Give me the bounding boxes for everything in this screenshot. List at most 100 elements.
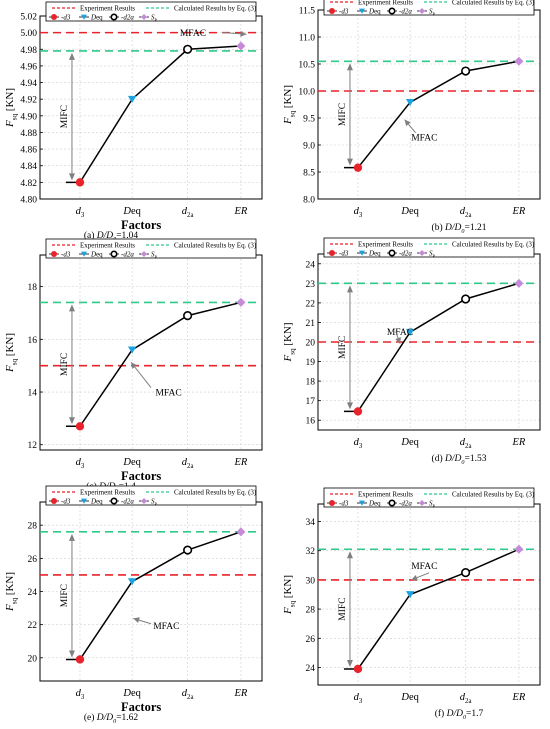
mifc-label: MIFC	[338, 336, 348, 359]
plot-frame	[317, 503, 541, 686]
legend-calculated-label: Calculated Results by Eq. (3)	[174, 242, 257, 250]
legend-experiment-label: Experiment Results	[80, 242, 135, 250]
x-tick-label-d2a: d2a	[460, 692, 472, 705]
legend-box	[323, 487, 535, 508]
chart-panel-5: 20 22 24 26 28 d3 Deq d2a ER Fsq [KN] Factors(e) D…	[4, 485, 263, 725]
y-axis-label: Fsq [KN]	[282, 322, 296, 362]
y-axis-label: Fsq [KN]	[4, 88, 18, 128]
y-tick-label: 4.96	[20, 62, 37, 72]
series-line	[65, 531, 242, 661]
legend-marker-label-Deq: Deq	[90, 251, 103, 259]
mfac-label: MFAC	[387, 328, 413, 338]
legend-marker-label-Deq: Deq	[90, 14, 103, 22]
mfac-label: MFAC	[411, 133, 437, 143]
x-tick-label-d2a: d2a	[460, 206, 472, 219]
x-tick-label-ER: ER	[511, 437, 525, 448]
legend-marker-label-Sp: SP	[151, 498, 158, 507]
legend-experiment-label: Experiment Results	[80, 489, 135, 497]
x-tick-label-d2a: d2a	[182, 206, 194, 219]
x-axis-label: Factors	[121, 218, 161, 232]
y-tick-label: 9.0	[303, 142, 315, 152]
mifc-arrow-head-bottom	[346, 158, 353, 166]
panel-caption: (d) D/D0=1.53	[432, 453, 487, 466]
y-tick-label: 4.80	[20, 196, 37, 206]
x-tick-label-Deq: Deq	[400, 437, 419, 448]
x-axis-label: Factors	[121, 469, 161, 483]
mifc-arrow-head-top	[68, 52, 75, 60]
mfac-arrow-head	[133, 617, 140, 623]
legend-marker-Sp	[419, 250, 425, 256]
legend-calculated-label: Calculated Results by Eq. (3)	[452, 491, 535, 499]
y-tick-label: 5.02	[20, 13, 37, 23]
legend: Experiment Results Calculated Results by …	[323, 237, 535, 259]
legend-marker-d2a	[388, 7, 396, 15]
x-tick-label-Deq: Deq	[122, 206, 141, 217]
y-tick-label: 11.0	[299, 34, 316, 44]
y-tick-label: 5.00	[20, 29, 37, 39]
legend-marker-Sp	[141, 14, 147, 20]
point-ER	[236, 297, 246, 307]
y-tick-label: 24	[306, 260, 316, 270]
x-tick-label-d3: d3	[354, 437, 363, 450]
y-tick-label: 4.98	[20, 46, 37, 56]
mfac-arrow-head	[240, 30, 247, 37]
mifc-arrow-head-bottom	[346, 402, 353, 410]
legend-marker-Sp	[419, 500, 425, 506]
legend-marker-label-d3: -d3	[339, 500, 349, 508]
y-tick-label: 10.0	[298, 88, 315, 98]
legend-box	[323, 237, 535, 258]
mifc-arrow-head-top	[346, 63, 353, 71]
x-tick-label-d3: d3	[354, 206, 363, 219]
point-Deq	[405, 591, 415, 599]
legend: Experiment Results Calculated Results by …	[323, 487, 535, 509]
legend-marker-label-d2a: -d2a	[399, 500, 412, 508]
mifc-label: MIFC	[338, 103, 348, 126]
mfac-arrow-head	[131, 362, 138, 369]
legend-marker-label-d2a: -d2a	[121, 251, 134, 259]
y-tick-label: 4.88	[20, 129, 37, 139]
y-tick-label: 4.90	[20, 112, 37, 122]
series-line	[65, 301, 242, 428]
y-tick-label: 4.84	[20, 162, 37, 172]
point-d3	[353, 163, 363, 172]
legend-marker-label-Deq: Deq	[368, 8, 381, 16]
y-tick-label: 30	[306, 576, 316, 586]
y-tick-label: 19	[306, 358, 316, 368]
legend-marker-d3	[51, 251, 57, 257]
point-d3	[75, 178, 85, 187]
y-axis-label: Fsq [KN]	[282, 575, 296, 615]
point-d3	[353, 407, 363, 416]
legend-experiment-label: Experiment Results	[358, 491, 413, 499]
legend-marker-label-d2a: -d2a	[399, 8, 412, 16]
mifc-arrow-head-bottom	[68, 417, 75, 425]
mifc-label: MIFC	[60, 105, 70, 128]
y-tick-label: 9.5	[303, 115, 315, 125]
y-tick-label: 32	[306, 547, 316, 557]
plot-frame	[317, 9, 541, 200]
x-tick-label-Deq: Deq	[400, 206, 419, 217]
chart-panel-6: 24 26 28 30 32 34 d3 Deq d2a ER Fsq [KN] (f) D/D0=1…	[282, 487, 541, 721]
legend-marker-label-d2a: -d2a	[121, 498, 134, 506]
legend-marker-label-Sp: SP	[429, 8, 436, 17]
legend-marker-Sp	[419, 8, 425, 14]
legend-marker-d2a	[110, 13, 118, 21]
point-Deq	[405, 98, 415, 107]
mifc-arrow-head-bottom	[68, 650, 75, 658]
point-Deq	[127, 346, 137, 354]
legend-marker-d3	[51, 14, 57, 20]
x-tick-label-ER: ER	[233, 457, 247, 468]
legend-experiment-label: Experiment Results	[358, 241, 413, 249]
x-tick-label-Deq: Deq	[122, 457, 141, 468]
legend-marker-Deq	[81, 498, 87, 504]
legend-marker-label-d3: -d3	[61, 14, 71, 22]
x-tick-label-Deq: Deq	[400, 692, 419, 703]
legend-marker-label-d3: -d3	[61, 251, 71, 259]
mifc-arrow-head-bottom	[68, 173, 75, 181]
y-tick-label: 4.92	[20, 96, 37, 106]
y-tick-label: 22	[28, 621, 38, 631]
x-tick-label-d2a: d2a	[182, 457, 194, 470]
x-tick-label-ER: ER	[511, 692, 525, 703]
y-tick-label: 8.5	[303, 169, 315, 179]
